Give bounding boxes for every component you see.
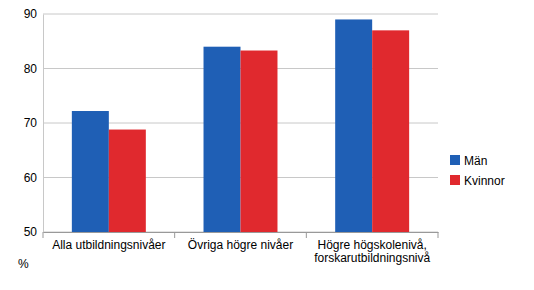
y-tick: 50 <box>24 225 43 239</box>
grid-line <box>43 14 438 15</box>
category-separator <box>306 232 307 238</box>
y-tick-label: 90 <box>24 7 38 21</box>
x-tick-label: Högre högskolenivå,forskarutbildningsniv… <box>314 238 430 265</box>
bar <box>109 130 146 232</box>
y-axis-line <box>43 15 44 233</box>
x-axis-line <box>44 232 439 233</box>
y-tick-label: 70 <box>24 116 38 130</box>
x-axis: Alla utbildningsnivåer Övriga högre nivåe… <box>44 232 439 265</box>
y-tick: 90 <box>24 7 43 21</box>
bar <box>72 111 109 232</box>
y-tick-label: 50 <box>24 225 38 239</box>
x-tick: Högre högskolenivå,forskarutbildningsniv… <box>314 232 430 265</box>
x-tick: Alla utbildningsnivåer <box>52 232 165 252</box>
category-separator <box>43 232 44 238</box>
bar <box>335 19 372 232</box>
series <box>109 30 409 232</box>
series <box>72 19 372 232</box>
y-tick-label: 60 <box>24 171 38 185</box>
y-tick: 80 <box>24 62 43 76</box>
category-separator <box>438 232 439 238</box>
x-tick-label: Alla utbildningsnivåer <box>52 238 165 252</box>
grid <box>43 14 438 232</box>
legend-swatch <box>450 175 460 185</box>
x-tick-label: Övriga högre nivåer <box>188 238 293 252</box>
legend-label: Män <box>464 154 487 168</box>
y-axis: 50 60 70 80 90 <box>24 7 44 239</box>
x-tick: Övriga högre nivåer <box>188 232 293 252</box>
legend-label: Kvinnor <box>464 174 505 188</box>
legend-swatch <box>450 155 460 165</box>
bar <box>241 51 278 232</box>
y-tick: 70 <box>24 116 43 130</box>
bars <box>72 19 409 232</box>
category-separator <box>174 232 175 238</box>
bar <box>204 47 241 232</box>
y-tick: 60 <box>24 171 43 185</box>
bar <box>372 30 409 232</box>
legend: Män Kvinnor <box>450 154 505 188</box>
chart: 50 60 70 80 90 Alla utbildningsnivåer Övriga h… <box>0 0 534 290</box>
y-tick-label: 80 <box>24 62 38 76</box>
category-separators <box>43 232 438 238</box>
y-axis-label: % <box>18 257 29 271</box>
